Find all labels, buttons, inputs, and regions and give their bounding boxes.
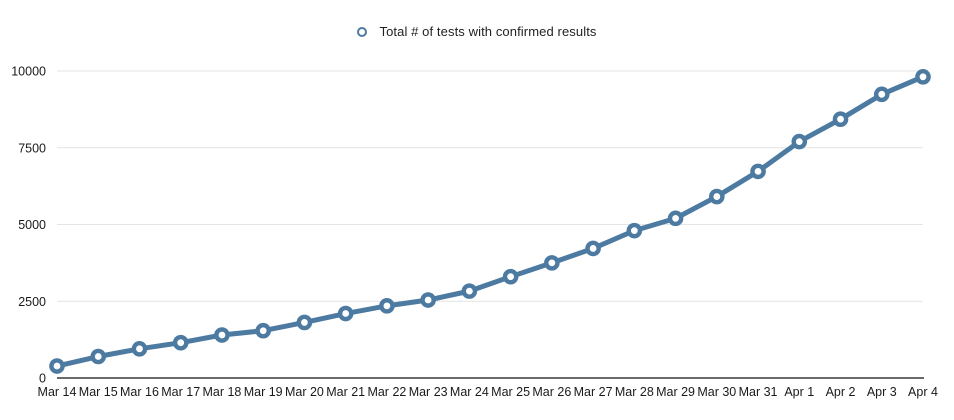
legend-label: Total # of tests with confirmed results: [379, 24, 597, 39]
data-point-marker: [791, 133, 808, 150]
data-point-marker: [131, 341, 148, 357]
data-point-marker: [832, 111, 849, 127]
legend: Total # of tests with confirmed results: [0, 24, 954, 39]
y-tick-label: 7500: [18, 141, 46, 155]
y-tick-label: 5000: [18, 218, 46, 232]
data-point-marker: [709, 188, 725, 205]
data-point-marker: [90, 348, 107, 365]
x-tick-label: Apr 4: [908, 385, 938, 399]
data-point-marker: [49, 358, 65, 374]
data-point-marker: [667, 210, 684, 227]
x-tick-label: Apr 2: [826, 385, 856, 399]
x-tick-label: Mar 22: [367, 385, 406, 399]
x-tick-label: Mar 30: [697, 385, 736, 399]
legend-marker-icon: [357, 26, 368, 37]
data-point-marker: [915, 69, 931, 85]
x-tick-label: Mar 24: [450, 385, 489, 399]
data-point-marker: [337, 305, 354, 322]
x-tick-label: Mar 18: [202, 385, 241, 399]
y-tick-label: 0: [39, 372, 46, 386]
data-point-marker: [420, 292, 436, 308]
y-tick-label: 10000: [11, 65, 46, 79]
data-point-marker: [255, 322, 271, 339]
x-tick-label: Mar 16: [120, 385, 159, 399]
x-tick-label: Mar 28: [615, 385, 654, 399]
data-point-marker: [873, 86, 890, 103]
x-tick-label: Mar 21: [326, 385, 365, 399]
x-tick-label: Mar 27: [574, 385, 613, 399]
x-tick-label: Mar 17: [161, 385, 200, 399]
data-point-marker: [214, 327, 230, 343]
data-point-marker: [379, 298, 395, 314]
y-tick-label: 2500: [18, 295, 46, 309]
data-point-marker: [502, 268, 519, 285]
data-point-marker: [544, 255, 560, 271]
x-tick-label: Mar 26: [532, 385, 571, 399]
x-tick-label: Mar 31: [739, 385, 778, 399]
x-tick-label: Apr 1: [784, 385, 814, 399]
data-point-marker: [461, 283, 478, 299]
x-tick-label: Mar 15: [79, 385, 118, 399]
x-tick-label: Mar 14: [38, 385, 77, 399]
data-point-marker: [172, 334, 189, 351]
x-tick-label: Mar 25: [491, 385, 530, 399]
data-point-marker: [750, 163, 766, 180]
x-tick-label: Apr 3: [867, 385, 897, 399]
x-tick-label: Mar 29: [656, 385, 695, 399]
x-tick-label: Mar 19: [244, 385, 283, 399]
data-point-marker: [585, 240, 601, 257]
series-line: [54, 74, 926, 369]
data-point-marker: [626, 222, 643, 239]
data-point-marker: [296, 314, 313, 331]
x-tick-label: Mar 20: [285, 385, 324, 399]
x-tick-label: Mar 23: [409, 385, 448, 399]
